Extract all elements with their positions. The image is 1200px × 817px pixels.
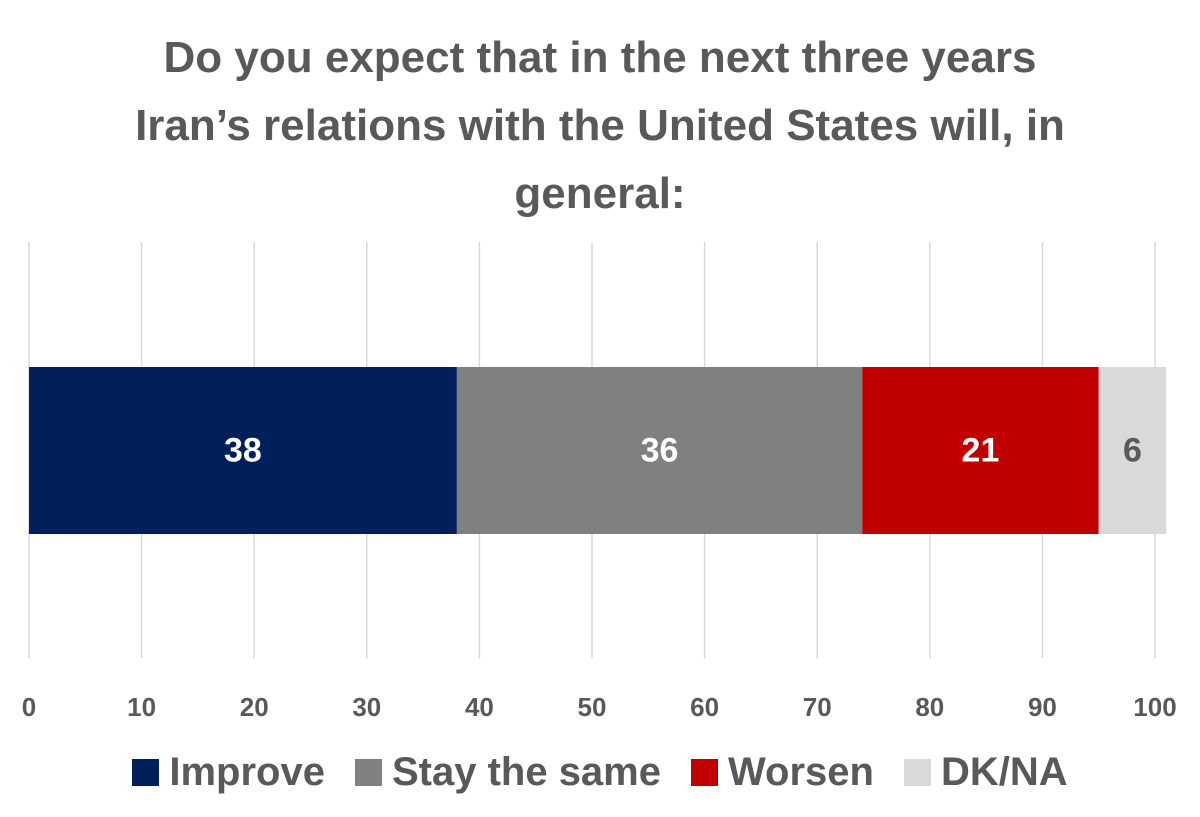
data-label-stay-the-same: 36: [641, 432, 679, 470]
legend-item-worsen: Worsen: [691, 750, 874, 795]
legend-swatch-worsen: [691, 758, 718, 786]
legend-swatch-stay-the-same: [354, 758, 382, 786]
bar-segment-stay-the-same: [456, 367, 863, 534]
legend-item-stay-the-same: Stay the same: [354, 749, 661, 795]
x-tick-label-10: 10: [127, 692, 156, 722]
legend-item-improve: Improve: [132, 750, 325, 795]
x-tick-label-50: 50: [578, 692, 607, 722]
legend-label-worsen: Worsen: [728, 749, 874, 794]
data-label-improve: 38: [224, 432, 262, 470]
bar-segment-improve: [29, 367, 457, 534]
data-label-worsen: 21: [962, 432, 1000, 470]
legend-item-dk-na: DK/NA: [903, 749, 1068, 795]
x-tick-label-40: 40: [465, 692, 494, 722]
legend-swatch-dk-na: [903, 758, 931, 786]
bar-segment-dk-na: [1098, 367, 1167, 534]
x-tick-label-90: 90: [1028, 692, 1057, 722]
x-tick-label-100: 100: [1133, 692, 1176, 722]
x-tick-label-0: 0: [22, 692, 36, 722]
x-tick-label-20: 20: [240, 692, 269, 722]
legend-swatch-improve: [132, 758, 160, 786]
bar-segment-worsen: [862, 367, 1099, 534]
chart-title: Do you expect that in the next three yea…: [135, 33, 1065, 218]
legend: Improve Stay the same Worsen DK/NA: [0, 742, 1200, 802]
x-axis-ticks: 0 10 20 30 40 50 60 70 80 90 100: [22, 692, 1177, 722]
x-tick-label-80: 80: [915, 692, 944, 722]
legend-label-dk-na: DK/NA: [940, 749, 1068, 794]
x-tick-label-70: 70: [803, 692, 832, 722]
stacked-bar: 38 36 21 6: [29, 367, 1167, 534]
x-tick-label-30: 30: [352, 692, 381, 722]
data-label-dk-na: 6: [1123, 432, 1142, 470]
legend-label-stay-the-same: Stay the same: [391, 749, 661, 794]
x-tick-label-60: 60: [690, 692, 719, 722]
legend-label-improve: Improve: [169, 749, 325, 794]
